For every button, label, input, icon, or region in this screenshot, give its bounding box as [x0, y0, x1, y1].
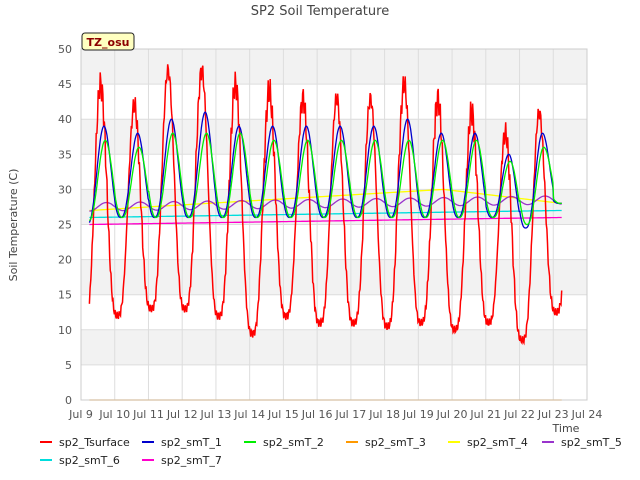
- series-line-sp2_Tsurface: [88, 64, 563, 346]
- x-tick-label: Jul 23: [537, 408, 569, 421]
- chart-title: SP2 Soil Temperature: [251, 4, 389, 19]
- x-tick-label: Jul 20: [436, 408, 468, 421]
- timezone-badge: TZ_osu: [81, 32, 135, 51]
- series-line-sp2_smT_2: [88, 132, 562, 226]
- series-layer: [88, 64, 563, 401]
- plot-frame: [80, 48, 588, 401]
- x-tick-label: Jul 9: [68, 408, 93, 421]
- y-tick-label: 15: [58, 289, 72, 302]
- band-0-5: [81, 364, 587, 400]
- badge-box: [81, 32, 135, 51]
- x-tick-label: Jul 17: [334, 408, 366, 421]
- series-line-sp2_smT_7: [89, 216, 562, 226]
- x-tick-label: Jul 19: [402, 408, 434, 421]
- legend: sp2_Tsurface sp2_smT_1 sp2_smT_2 sp2_smT_3 s…: [40, 436, 622, 467]
- y-tick-label: 45: [58, 78, 72, 91]
- legend-label-sp2_smT_3: sp2_smT_3: [365, 436, 426, 449]
- y-tick-label: 5: [65, 359, 72, 372]
- y-tick-label: 40: [58, 113, 72, 126]
- legend-label-sp2_smT_2: sp2_smT_2: [263, 436, 324, 449]
- y-axis-title: Soil Temperature (C): [7, 169, 20, 282]
- band-5-10: [81, 329, 587, 365]
- series-line-sp2_smT_4: [89, 188, 562, 212]
- x-axis-title: Time: [552, 422, 580, 435]
- band-20-25: [81, 224, 587, 260]
- series-line-sp2_smT_1: [88, 111, 562, 229]
- x-tick-label: Jul 24: [571, 408, 603, 421]
- legend-label-sp2_smT_7: sp2_smT_7: [161, 454, 222, 467]
- legend-label-sp2_smT_6: sp2_smT_6: [59, 454, 120, 467]
- x-tick-label: Jul 12: [166, 408, 198, 421]
- x-tick-label: Jul 10: [98, 408, 130, 421]
- legend-label-sp2_smT_5: sp2_smT_5: [561, 436, 622, 449]
- x-tick-label: Jul 22: [503, 408, 535, 421]
- badge-label: TZ_osu: [87, 36, 130, 49]
- x-tick-label: Jul 16: [301, 408, 333, 421]
- legend-label-sp2_smT_4: sp2_smT_4: [467, 436, 528, 449]
- band-45-50: [81, 49, 587, 85]
- x-tick-label: Jul 21: [469, 408, 501, 421]
- y-tick-label: 50: [58, 43, 72, 56]
- x-tick-label: Jul 14: [233, 408, 265, 421]
- x-tick-label: Jul 11: [132, 408, 164, 421]
- legend-label-sp2_Tsurface: sp2_Tsurface: [59, 436, 130, 449]
- y-tick-label: 10: [58, 324, 72, 337]
- x-tick-label: Jul 15: [267, 408, 299, 421]
- y-tick-label: 30: [58, 183, 72, 196]
- y-tick-label: 35: [58, 148, 72, 161]
- series-line-sp2_smT_5: [89, 195, 562, 212]
- x-tick-label: Jul 18: [368, 408, 400, 421]
- band-15-20: [81, 259, 587, 295]
- y-tick-label: 0: [65, 394, 72, 407]
- y-tick-label: 25: [58, 219, 72, 232]
- band-10-15: [81, 294, 587, 330]
- x-tick-label: Jul 13: [200, 408, 232, 421]
- y-tick-label: 20: [58, 254, 72, 267]
- legend-label-sp2_smT_1: sp2_smT_1: [161, 436, 222, 449]
